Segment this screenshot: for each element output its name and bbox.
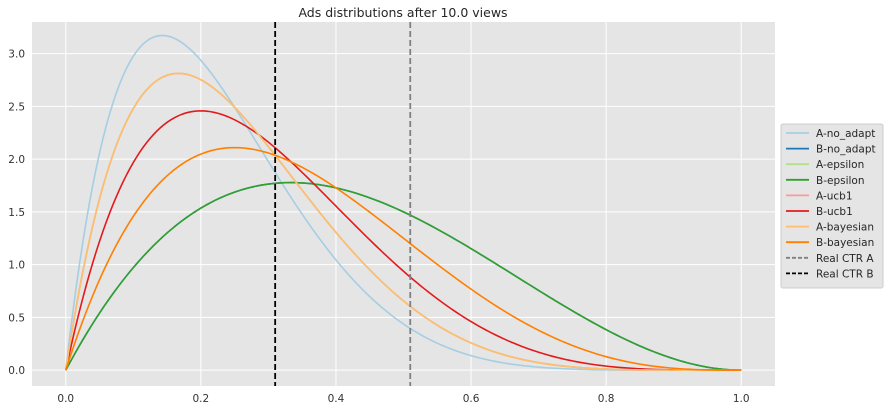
reference-lines [274, 22, 412, 386]
series-line-B-ucb1 [64, 110, 742, 371]
plot-background [32, 22, 775, 386]
x-tick-label: 0.0 [57, 393, 74, 405]
legend-label: B-epsilon [816, 175, 865, 187]
legend-label: B-no_adapt [816, 144, 876, 156]
tick-labels: 0.0 0.2 0.4 0.6 0.8 1.0 0.0 0.5 1.0 1.5 2.0 2.5 3.0 [8, 49, 749, 405]
y-tick-label: 1.5 [8, 207, 25, 219]
series-line-A-bayesian [64, 72, 742, 371]
x-tick-label: 0.6 [463, 393, 480, 405]
x-tick-label: 0.2 [193, 393, 210, 405]
legend-label: Real CTR B [816, 268, 874, 280]
legend-label: A-ucb1 [816, 190, 853, 202]
series-lines [64, 34, 742, 371]
x-tick-label: 1.0 [733, 393, 750, 405]
series-line-B-bayesian [65, 146, 742, 371]
x-tick-label: 0.4 [328, 393, 345, 405]
y-tick-label: 2.5 [8, 101, 25, 113]
legend-label: A-bayesian [816, 222, 874, 234]
y-tick-label: 2.0 [8, 154, 25, 166]
legend: A-no_adapt B-no_adapt A-epsilon B-epsilon A-… [780, 123, 884, 289]
y-tick-label: 1.0 [8, 260, 25, 272]
series-line-B-epsilon [65, 181, 742, 371]
legend-label: B-ucb1 [816, 206, 853, 218]
x-tick-label: 0.8 [598, 393, 615, 405]
y-tick-label: 0.0 [8, 365, 25, 377]
legend-label: B-bayesian [816, 237, 874, 249]
y-tick-label: 0.5 [8, 312, 25, 324]
chart-title: Ads distributions after 10.0 views [298, 5, 507, 20]
y-tick-label: 3.0 [8, 49, 25, 61]
grid [32, 22, 775, 386]
legend-label: A-no_adapt [816, 128, 875, 140]
legend-label: Real CTR A [816, 253, 874, 265]
legend-label: A-epsilon [816, 159, 864, 171]
